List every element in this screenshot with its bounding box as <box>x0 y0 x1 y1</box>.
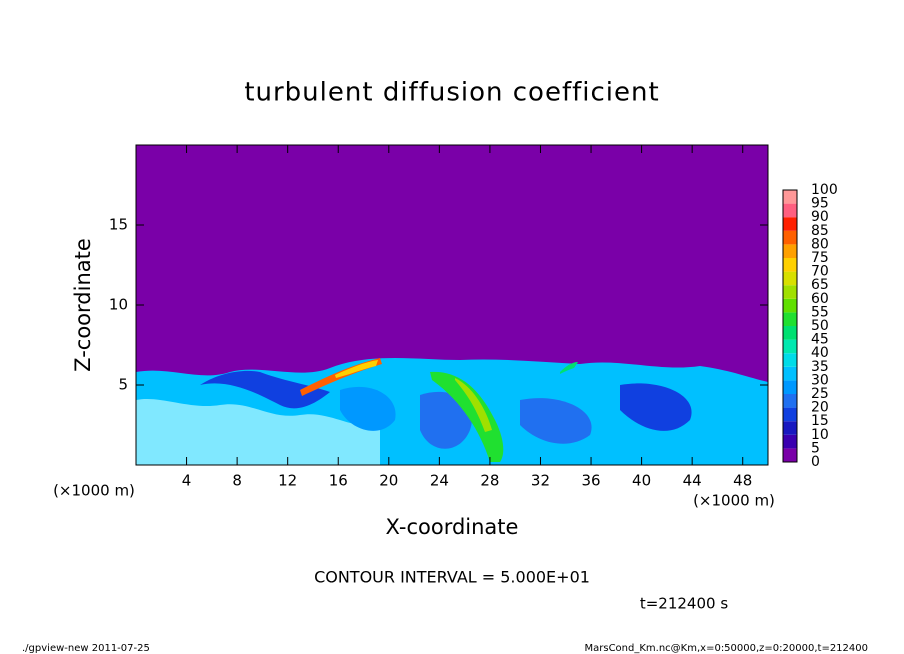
colorbar-cell <box>783 339 797 354</box>
x-tick-label: 40 <box>632 472 651 490</box>
y-tick-label: 15 <box>109 216 128 234</box>
colorbar-label: 45 <box>811 332 829 348</box>
colorbar-label: 60 <box>811 291 829 307</box>
colorbar-label: 50 <box>811 318 829 334</box>
colorbar-label: 0 <box>811 454 820 470</box>
colorbar-cell <box>783 298 797 313</box>
x-tick-label: 8 <box>232 472 242 490</box>
colorbar-cell <box>783 190 797 204</box>
colorbar-label: 25 <box>811 386 829 402</box>
y-tick-label: 10 <box>109 296 128 314</box>
colorbar-label: 80 <box>811 236 829 252</box>
colorbar-label: 55 <box>811 304 829 320</box>
colorbar-cell <box>783 271 797 286</box>
colorbar-label: 5 <box>811 440 820 456</box>
colorbar-cell <box>783 434 797 449</box>
colorbar-cell <box>783 326 797 340</box>
colorbar-frame <box>782 189 798 463</box>
x-tick-label: 44 <box>683 472 702 490</box>
colorbar-label: 70 <box>811 264 829 280</box>
colorbar-label: 15 <box>811 413 829 429</box>
colorbar-cell <box>783 203 797 218</box>
time-label: t=212400 s <box>640 595 728 613</box>
x-tick-label: 24 <box>430 472 449 490</box>
x-tick-label: 36 <box>581 472 600 490</box>
colorbar-label: 75 <box>811 250 829 266</box>
colorbar-cell <box>783 353 797 367</box>
colorbar-cell <box>783 448 797 462</box>
colorbar-cell <box>783 366 797 381</box>
field <box>136 145 768 465</box>
colorbar-label: 10 <box>811 427 829 443</box>
colorbar-label: 30 <box>811 372 829 388</box>
colorbar-cell <box>783 244 797 258</box>
x-tick-label: 4 <box>182 472 192 490</box>
colorbar-label: 20 <box>811 400 829 416</box>
colorbar-label: 85 <box>811 223 829 239</box>
x-unit: (×1000 m) <box>693 492 775 510</box>
x-tick-label: 20 <box>379 472 398 490</box>
colorbar-cell <box>783 312 797 326</box>
footer-right: MarsCond_Km.nc@Km,x=0:50000,z=0:20000,t=… <box>585 643 869 654</box>
y-unit: (×1000 m) <box>53 482 135 500</box>
footer-left: ./gpview-new 2011-07-25 <box>22 643 150 654</box>
colorbar-cell <box>783 407 797 422</box>
colorbar-cell <box>783 285 797 299</box>
y-tick-label: 5 <box>118 376 128 394</box>
x-tick-label: 16 <box>329 472 348 490</box>
x-tick-label: 28 <box>480 472 499 490</box>
chart-title: turbulent diffusion coefficient <box>244 78 659 108</box>
colorbar-cell <box>783 380 797 394</box>
x-tick-label: 48 <box>733 472 752 490</box>
x-tick-label: 32 <box>531 472 550 490</box>
colorbar-cell <box>783 230 797 245</box>
x-axis-label: X-coordinate <box>386 515 519 539</box>
colorbar-cell <box>783 217 797 231</box>
colorbar-label: 40 <box>811 345 829 361</box>
colorbar-label: 95 <box>811 196 829 212</box>
colorbar-label: 35 <box>811 359 829 375</box>
colorbar-cell <box>783 421 797 435</box>
x-tick-label: 12 <box>278 472 297 490</box>
contour-interval: CONTOUR INTERVAL = 5.000E+01 <box>314 568 590 587</box>
y-axis-label: Z-coordinate <box>71 238 95 372</box>
colorbar-label: 90 <box>811 209 829 225</box>
colorbar-cell <box>783 394 797 408</box>
colorbar-label: 100 <box>811 182 838 198</box>
colorbar-label: 65 <box>811 277 829 293</box>
colorbar-cell <box>783 258 797 272</box>
